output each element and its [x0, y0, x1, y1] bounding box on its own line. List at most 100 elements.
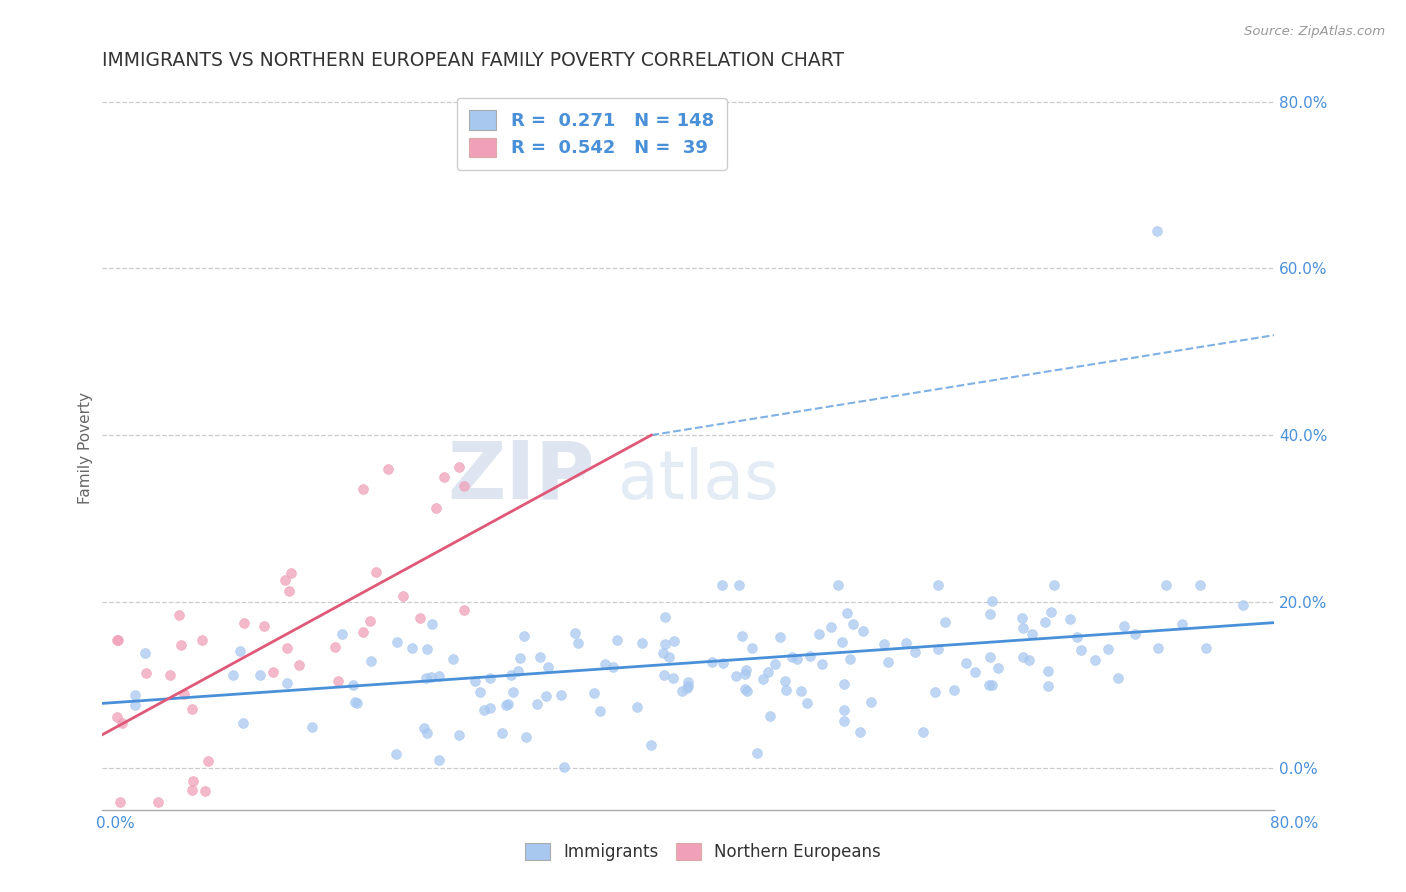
Point [837, 606, 859, 620]
Point [827, 578, 849, 592]
Text: atlas: atlas [617, 447, 779, 513]
Point [249, 668, 271, 682]
Point [711, 657, 734, 671]
Point [756, 665, 779, 679]
Point [702, 655, 724, 669]
Point [276, 676, 298, 690]
Point [811, 657, 834, 671]
Point [416, 726, 439, 740]
Point [360, 654, 382, 668]
Point [280, 566, 302, 580]
Point [408, 610, 430, 624]
Point [464, 673, 486, 688]
Point [107, 632, 129, 647]
Point [842, 617, 865, 632]
Point [728, 578, 751, 592]
Point [1011, 611, 1033, 625]
Point [427, 753, 450, 767]
Point [453, 603, 475, 617]
Point [790, 684, 813, 698]
Point [595, 657, 617, 671]
Point [808, 627, 831, 641]
Point [602, 660, 624, 674]
Point [506, 664, 529, 678]
Point [631, 636, 654, 650]
Point [741, 640, 763, 655]
Point [529, 650, 551, 665]
Point [496, 697, 519, 711]
Point [108, 795, 131, 809]
Point [392, 590, 415, 604]
Point [342, 678, 364, 692]
Text: ZIP: ZIP [447, 438, 595, 516]
Point [652, 646, 675, 660]
Point [105, 710, 128, 724]
Point [654, 637, 676, 651]
Point [671, 684, 693, 698]
Point [676, 679, 699, 693]
Point [553, 760, 575, 774]
Point [924, 685, 946, 699]
Point [1059, 612, 1081, 626]
Point [491, 726, 513, 740]
Point [229, 643, 252, 657]
Point [1123, 626, 1146, 640]
Point [662, 671, 685, 685]
Point [981, 594, 1004, 608]
Legend: R =  0.271   N = 148, R =  0.542   N =  39: R = 0.271 N = 148, R = 0.542 N = 39 [457, 98, 727, 170]
Point [860, 695, 883, 709]
Point [366, 566, 388, 580]
Point [1154, 578, 1177, 592]
Point [515, 730, 537, 744]
Point [278, 584, 301, 599]
Point [420, 616, 443, 631]
Point [662, 633, 685, 648]
Point [1021, 627, 1043, 641]
Point [1195, 640, 1218, 655]
Point [479, 671, 502, 685]
Point [222, 668, 245, 682]
Point [252, 619, 274, 633]
Point [288, 657, 311, 672]
Point [1232, 598, 1254, 612]
Point [955, 657, 977, 671]
Point [105, 633, 128, 648]
Point [734, 667, 756, 681]
Point [550, 689, 572, 703]
Point [359, 615, 381, 629]
Point [1011, 650, 1033, 665]
Point [413, 721, 436, 735]
Point [582, 685, 605, 699]
Point [181, 702, 204, 716]
Point [1012, 622, 1035, 636]
Point [734, 682, 756, 697]
Point [654, 610, 676, 624]
Point [979, 607, 1001, 622]
Point [232, 716, 254, 731]
Point [737, 684, 759, 698]
Point [501, 667, 523, 681]
Point [799, 649, 821, 664]
Point [820, 620, 842, 634]
Point [640, 738, 662, 752]
Point [1147, 641, 1170, 656]
Point [981, 678, 1004, 692]
Point [759, 709, 782, 723]
Point [352, 482, 374, 496]
Point [1033, 615, 1056, 629]
Point [934, 615, 956, 630]
Point [385, 635, 408, 649]
Point [1040, 605, 1063, 619]
Point [167, 608, 190, 623]
Point [401, 641, 423, 656]
Point [838, 651, 860, 665]
Point [425, 500, 447, 515]
Point [979, 649, 1001, 664]
Point [775, 674, 797, 689]
Point [927, 578, 949, 592]
Point [912, 725, 935, 739]
Point [513, 629, 536, 643]
Point [1188, 578, 1211, 592]
Point [745, 746, 768, 760]
Point [124, 688, 146, 702]
